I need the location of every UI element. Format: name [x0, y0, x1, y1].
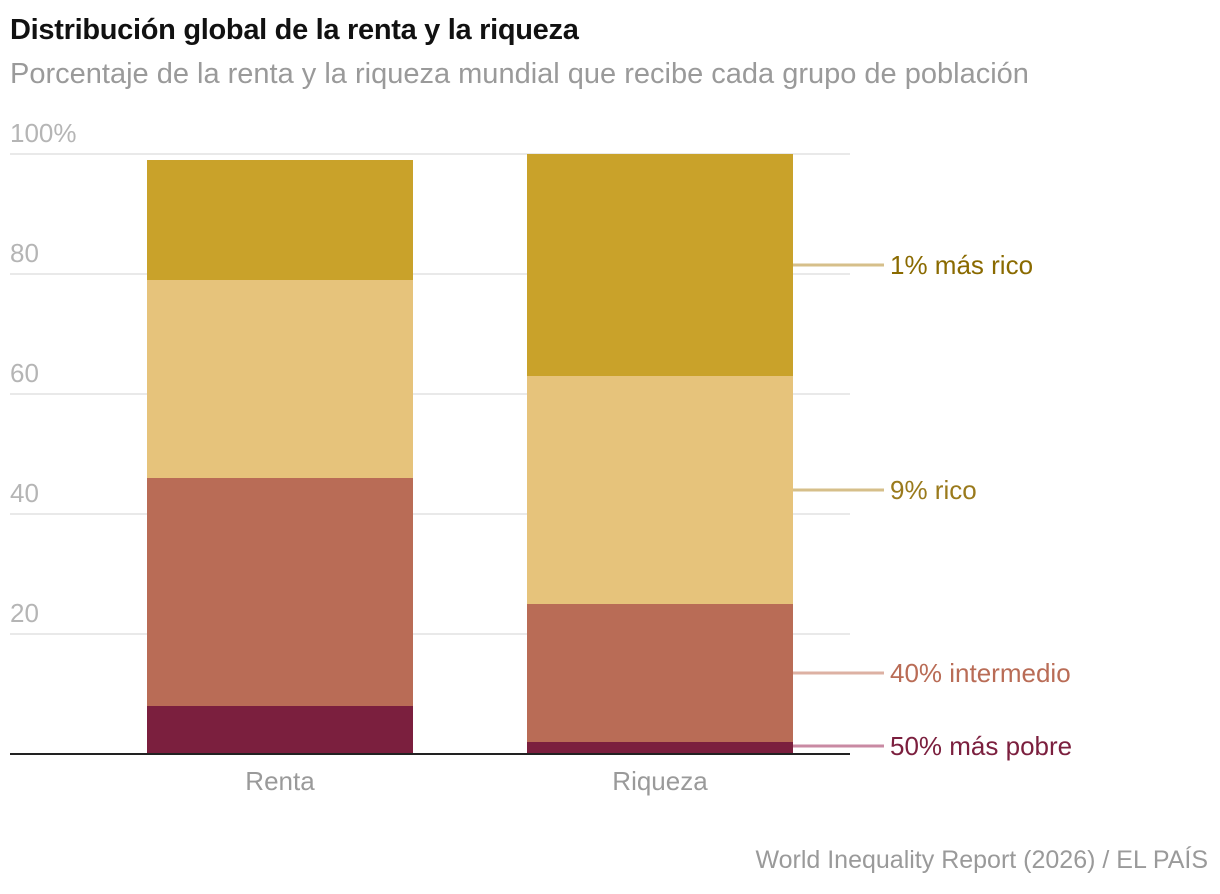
- bar-segment-riqueza-3: [527, 154, 793, 376]
- y-tick-label: 40: [10, 478, 39, 508]
- bar-segment-riqueza-0: [527, 742, 793, 754]
- y-tick-label: 100%: [10, 118, 77, 148]
- y-tick-label: 20: [10, 598, 39, 628]
- bar-segment-renta-2: [147, 280, 413, 478]
- series-label: 50% más pobre: [890, 731, 1072, 761]
- y-tick-label: 80: [10, 238, 39, 268]
- bar-segment-riqueza-1: [527, 604, 793, 742]
- x-tick-label-riqueza: Riqueza: [612, 766, 708, 796]
- x-tick-label-renta: Renta: [245, 766, 315, 796]
- y-tick-label: 60: [10, 358, 39, 388]
- source-note: World Inequality Report (2026) / EL PAÍS: [755, 846, 1208, 874]
- chart-title: Distribución global de la renta y la riq…: [10, 14, 579, 46]
- series-label: 9% rico: [890, 475, 977, 505]
- bar-segment-renta-0: [147, 706, 413, 754]
- chart-subtitle: Porcentaje de la renta y la riqueza mund…: [10, 58, 1029, 90]
- series-label: 40% intermedio: [890, 658, 1071, 688]
- series-label: 1% más rico: [890, 250, 1033, 280]
- bar-segment-riqueza-2: [527, 376, 793, 604]
- bar-segment-renta-3: [147, 160, 413, 280]
- bar-segment-renta-1: [147, 478, 413, 706]
